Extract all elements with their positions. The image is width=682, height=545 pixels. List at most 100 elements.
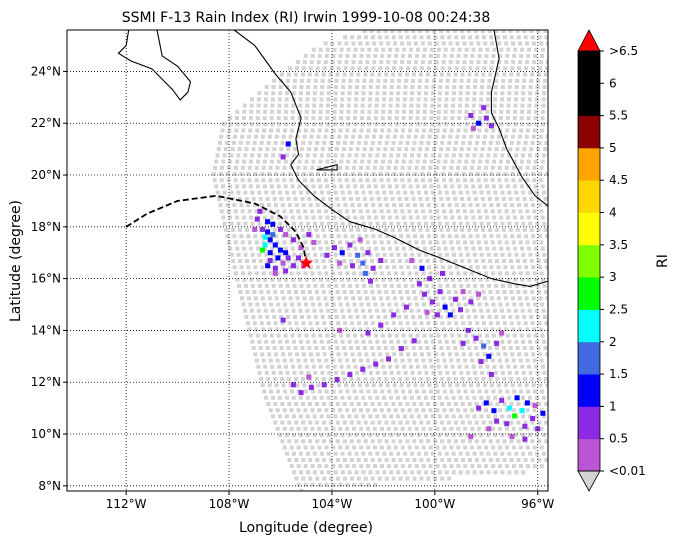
no-rain-pixel (486, 414, 491, 419)
no-rain-pixel (364, 265, 369, 270)
no-rain-pixel (260, 234, 265, 239)
rain-cell (483, 115, 489, 121)
no-rain-pixel (436, 159, 441, 164)
no-rain-pixel (424, 451, 428, 456)
no-rain-pixel (277, 395, 282, 400)
colorbar-segment (578, 374, 600, 407)
no-rain-pixel (363, 377, 368, 382)
no-rain-pixel (338, 128, 343, 133)
rain-cell (494, 418, 500, 424)
no-rain-pixel (376, 227, 381, 232)
no-rain-pixel (454, 352, 459, 357)
no-rain-pixel (292, 283, 297, 288)
no-rain-pixel (495, 72, 500, 77)
no-rain-pixel (287, 439, 292, 444)
no-rain-pixel (472, 308, 477, 313)
no-rain-pixel (345, 358, 350, 363)
no-rain-pixel (444, 414, 449, 419)
no-rain-pixel (288, 265, 293, 270)
no-rain-pixel (401, 246, 406, 251)
no-rain-pixel (435, 240, 440, 245)
no-rain-pixel (352, 464, 357, 469)
no-rain-pixel (432, 290, 437, 295)
no-rain-pixel (514, 85, 519, 89)
no-rain-pixel (296, 209, 301, 214)
no-rain-pixel (245, 259, 249, 263)
no-rain-pixel (419, 476, 424, 481)
no-rain-pixel (542, 370, 547, 375)
no-rain-pixel (339, 159, 344, 164)
no-rain-pixel (405, 476, 410, 481)
no-rain-pixel (322, 265, 327, 270)
no-rain-pixel (318, 277, 323, 282)
no-rain-pixel (492, 159, 497, 164)
no-rain-pixel (392, 172, 397, 176)
no-rain-pixel (472, 433, 477, 438)
no-rain-pixel (244, 283, 248, 288)
no-rain-pixel (519, 159, 524, 164)
no-rain-pixel (368, 97, 373, 102)
no-rain-pixel (509, 402, 514, 406)
no-rain-pixel (371, 383, 376, 388)
no-rain-pixel (344, 134, 349, 139)
no-rain-pixel (414, 445, 419, 450)
no-rain-pixel (254, 165, 259, 170)
no-rain-pixel (375, 370, 380, 375)
no-rain-pixel (317, 209, 322, 214)
no-rain-pixel (448, 134, 453, 139)
no-rain-pixel (489, 172, 494, 176)
rain-cell (254, 216, 260, 222)
no-rain-pixel (421, 464, 426, 469)
no-rain-pixel (439, 346, 444, 350)
no-rain-pixel (461, 321, 466, 326)
no-rain-pixel (314, 227, 319, 232)
no-rain-pixel (308, 420, 313, 425)
no-rain-pixel (341, 315, 346, 319)
no-rain-pixel (449, 165, 454, 170)
no-rain-pixel (306, 370, 311, 375)
no-rain-pixel (312, 122, 316, 127)
no-rain-pixel (226, 240, 231, 245)
no-rain-pixel (449, 445, 454, 450)
no-rain-pixel (272, 315, 277, 319)
no-rain-pixel (382, 433, 387, 438)
no-rain-pixel (325, 116, 330, 121)
no-rain-pixel (343, 352, 348, 357)
no-rain-pixel (262, 389, 267, 394)
no-rain-pixel (478, 215, 483, 220)
no-rain-pixel (349, 196, 353, 201)
no-rain-pixel (276, 116, 281, 121)
no-rain-pixel (246, 203, 251, 208)
no-rain-pixel (405, 321, 410, 326)
rain-cell (270, 232, 276, 238)
no-rain-pixel (264, 252, 269, 257)
no-rain-pixel (451, 97, 456, 102)
no-rain-pixel (280, 72, 284, 77)
no-rain-pixel (517, 234, 522, 239)
y-tick-label: 18°N (31, 220, 61, 234)
no-rain-pixel (509, 439, 514, 444)
no-rain-pixel (405, 290, 410, 295)
no-rain-pixel (249, 122, 254, 127)
colorbar-segment (578, 212, 600, 246)
no-rain-pixel (331, 389, 336, 394)
no-rain-pixel (260, 172, 265, 176)
no-rain-pixel (545, 234, 548, 239)
rain-cell (409, 258, 415, 263)
rain-cell (514, 395, 520, 401)
no-rain-pixel (524, 296, 529, 301)
no-rain-pixel (296, 165, 301, 170)
no-rain-pixel (242, 184, 246, 189)
no-rain-pixel (491, 271, 495, 276)
no-rain-pixel (434, 265, 438, 270)
no-rain-pixel (464, 159, 469, 164)
no-rain-pixel (270, 246, 274, 251)
no-rain-pixel (370, 259, 374, 263)
no-rain-pixel (295, 296, 300, 301)
no-rain-pixel (527, 47, 532, 52)
no-rain-pixel (329, 140, 334, 145)
no-rain-pixel (463, 445, 468, 450)
no-rain-pixel (471, 215, 476, 220)
no-rain-pixel (284, 414, 289, 419)
no-rain-pixel (302, 296, 307, 301)
